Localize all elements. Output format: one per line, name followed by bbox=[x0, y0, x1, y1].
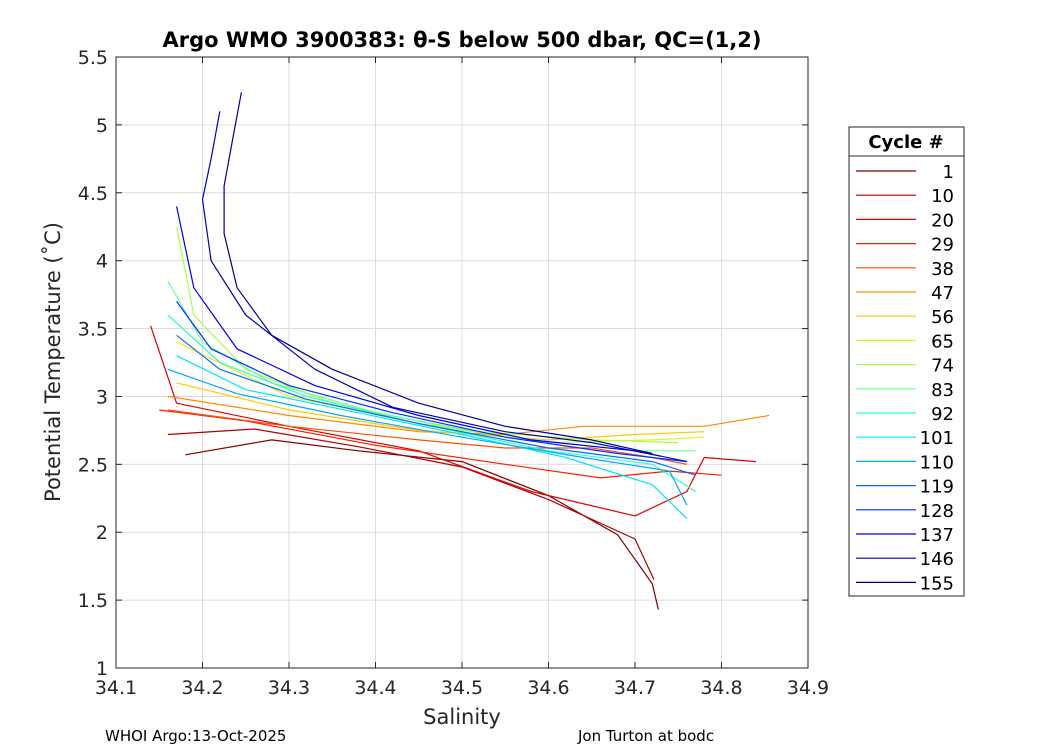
x-tick-label: 34.9 bbox=[787, 677, 829, 699]
y-tick-label: 1 bbox=[96, 658, 108, 680]
x-tick-label: 34.4 bbox=[354, 677, 396, 699]
series-line-cycle-137 bbox=[176, 206, 688, 463]
y-tick-label: 3.5 bbox=[78, 319, 108, 341]
grid bbox=[116, 57, 808, 668]
y-tick-label: 5 bbox=[96, 115, 108, 137]
legend-entry-label: 83 bbox=[931, 380, 954, 401]
legend-box bbox=[848, 126, 965, 597]
y-axis-label: Potential Temperature (˚C) bbox=[41, 222, 65, 502]
y-tick-label: 2 bbox=[96, 522, 108, 544]
series-line-cycle-47 bbox=[167, 395, 770, 436]
legend-entry-label: 10 bbox=[931, 186, 954, 207]
legend-entry-label: 47 bbox=[931, 283, 954, 304]
series-line-cycle-20 bbox=[150, 325, 757, 517]
chart-title: Argo WMO 3900383: θ-S below 500 dbar, QC… bbox=[163, 28, 762, 52]
legend-entry-label: 1 bbox=[943, 162, 954, 183]
y-tick-label: 3 bbox=[96, 386, 108, 408]
footer-right: Jon Turton at bodc bbox=[577, 727, 714, 745]
x-tick-label: 34.8 bbox=[700, 677, 742, 699]
y-tick-label: 4 bbox=[96, 251, 108, 273]
legend-entries: 1102029384756657483921011101191281371461… bbox=[856, 162, 954, 594]
legend-entry-label: 101 bbox=[920, 428, 954, 449]
x-axis: 34.1 34.2 34.3 34.4 34.5 34.6 34.7 34.8 34.9 bbox=[95, 57, 829, 699]
legend-entry-label: 110 bbox=[920, 452, 954, 473]
x-tick-label: 34.2 bbox=[181, 677, 223, 699]
footer-left: WHOI Argo:13-Oct-2025 bbox=[105, 727, 286, 745]
legend-entry-label: 38 bbox=[931, 259, 954, 280]
x-tick-label: 34.1 bbox=[95, 677, 137, 699]
series-line-cycle-128 bbox=[176, 301, 687, 463]
x-tick-label: 34.5 bbox=[441, 677, 483, 699]
series-line-cycle-110 bbox=[167, 368, 688, 506]
x-tick-label: 34.7 bbox=[614, 677, 656, 699]
y-tick-label: 4.5 bbox=[78, 183, 108, 205]
legend-entry-label: 56 bbox=[931, 307, 954, 328]
legend-entry-label: 74 bbox=[931, 356, 954, 377]
x-tick-label: 34.6 bbox=[527, 677, 569, 699]
series-line-cycle-155 bbox=[223, 92, 653, 455]
legend: Cycle # 11020293847566574839210111011912… bbox=[848, 126, 965, 597]
legend-title: Cycle # bbox=[868, 132, 943, 153]
legend-entry-label: 119 bbox=[920, 477, 954, 498]
series-line-cycle-1 bbox=[185, 439, 659, 610]
x-tick-label: 34.3 bbox=[268, 677, 310, 699]
series-layer bbox=[150, 92, 770, 610]
series-line-cycle-146 bbox=[201, 111, 662, 457]
legend-entry-label: 146 bbox=[920, 549, 954, 570]
series-line-cycle-101 bbox=[176, 355, 688, 520]
series-line-cycle-119 bbox=[176, 334, 696, 476]
y-tick-label: 5.5 bbox=[78, 47, 108, 69]
series-line-cycle-56 bbox=[176, 382, 705, 441]
legend-entry-label: 20 bbox=[931, 210, 954, 231]
legend-entry-label: 29 bbox=[931, 235, 954, 256]
legend-entry-label: 92 bbox=[931, 404, 954, 425]
y-tick-label: 1.5 bbox=[78, 590, 108, 612]
y-axis: 1 1.5 2 2.5 3 3.5 4 4.5 5 5.5 bbox=[78, 47, 808, 680]
legend-entry-label: 137 bbox=[920, 525, 954, 546]
legend-entry-label: 65 bbox=[931, 331, 954, 352]
y-tick-label: 2.5 bbox=[78, 454, 108, 476]
legend-entry-label: 155 bbox=[920, 573, 954, 594]
x-axis-label: Salinity bbox=[423, 705, 501, 729]
legend-entry-label: 128 bbox=[920, 501, 954, 522]
